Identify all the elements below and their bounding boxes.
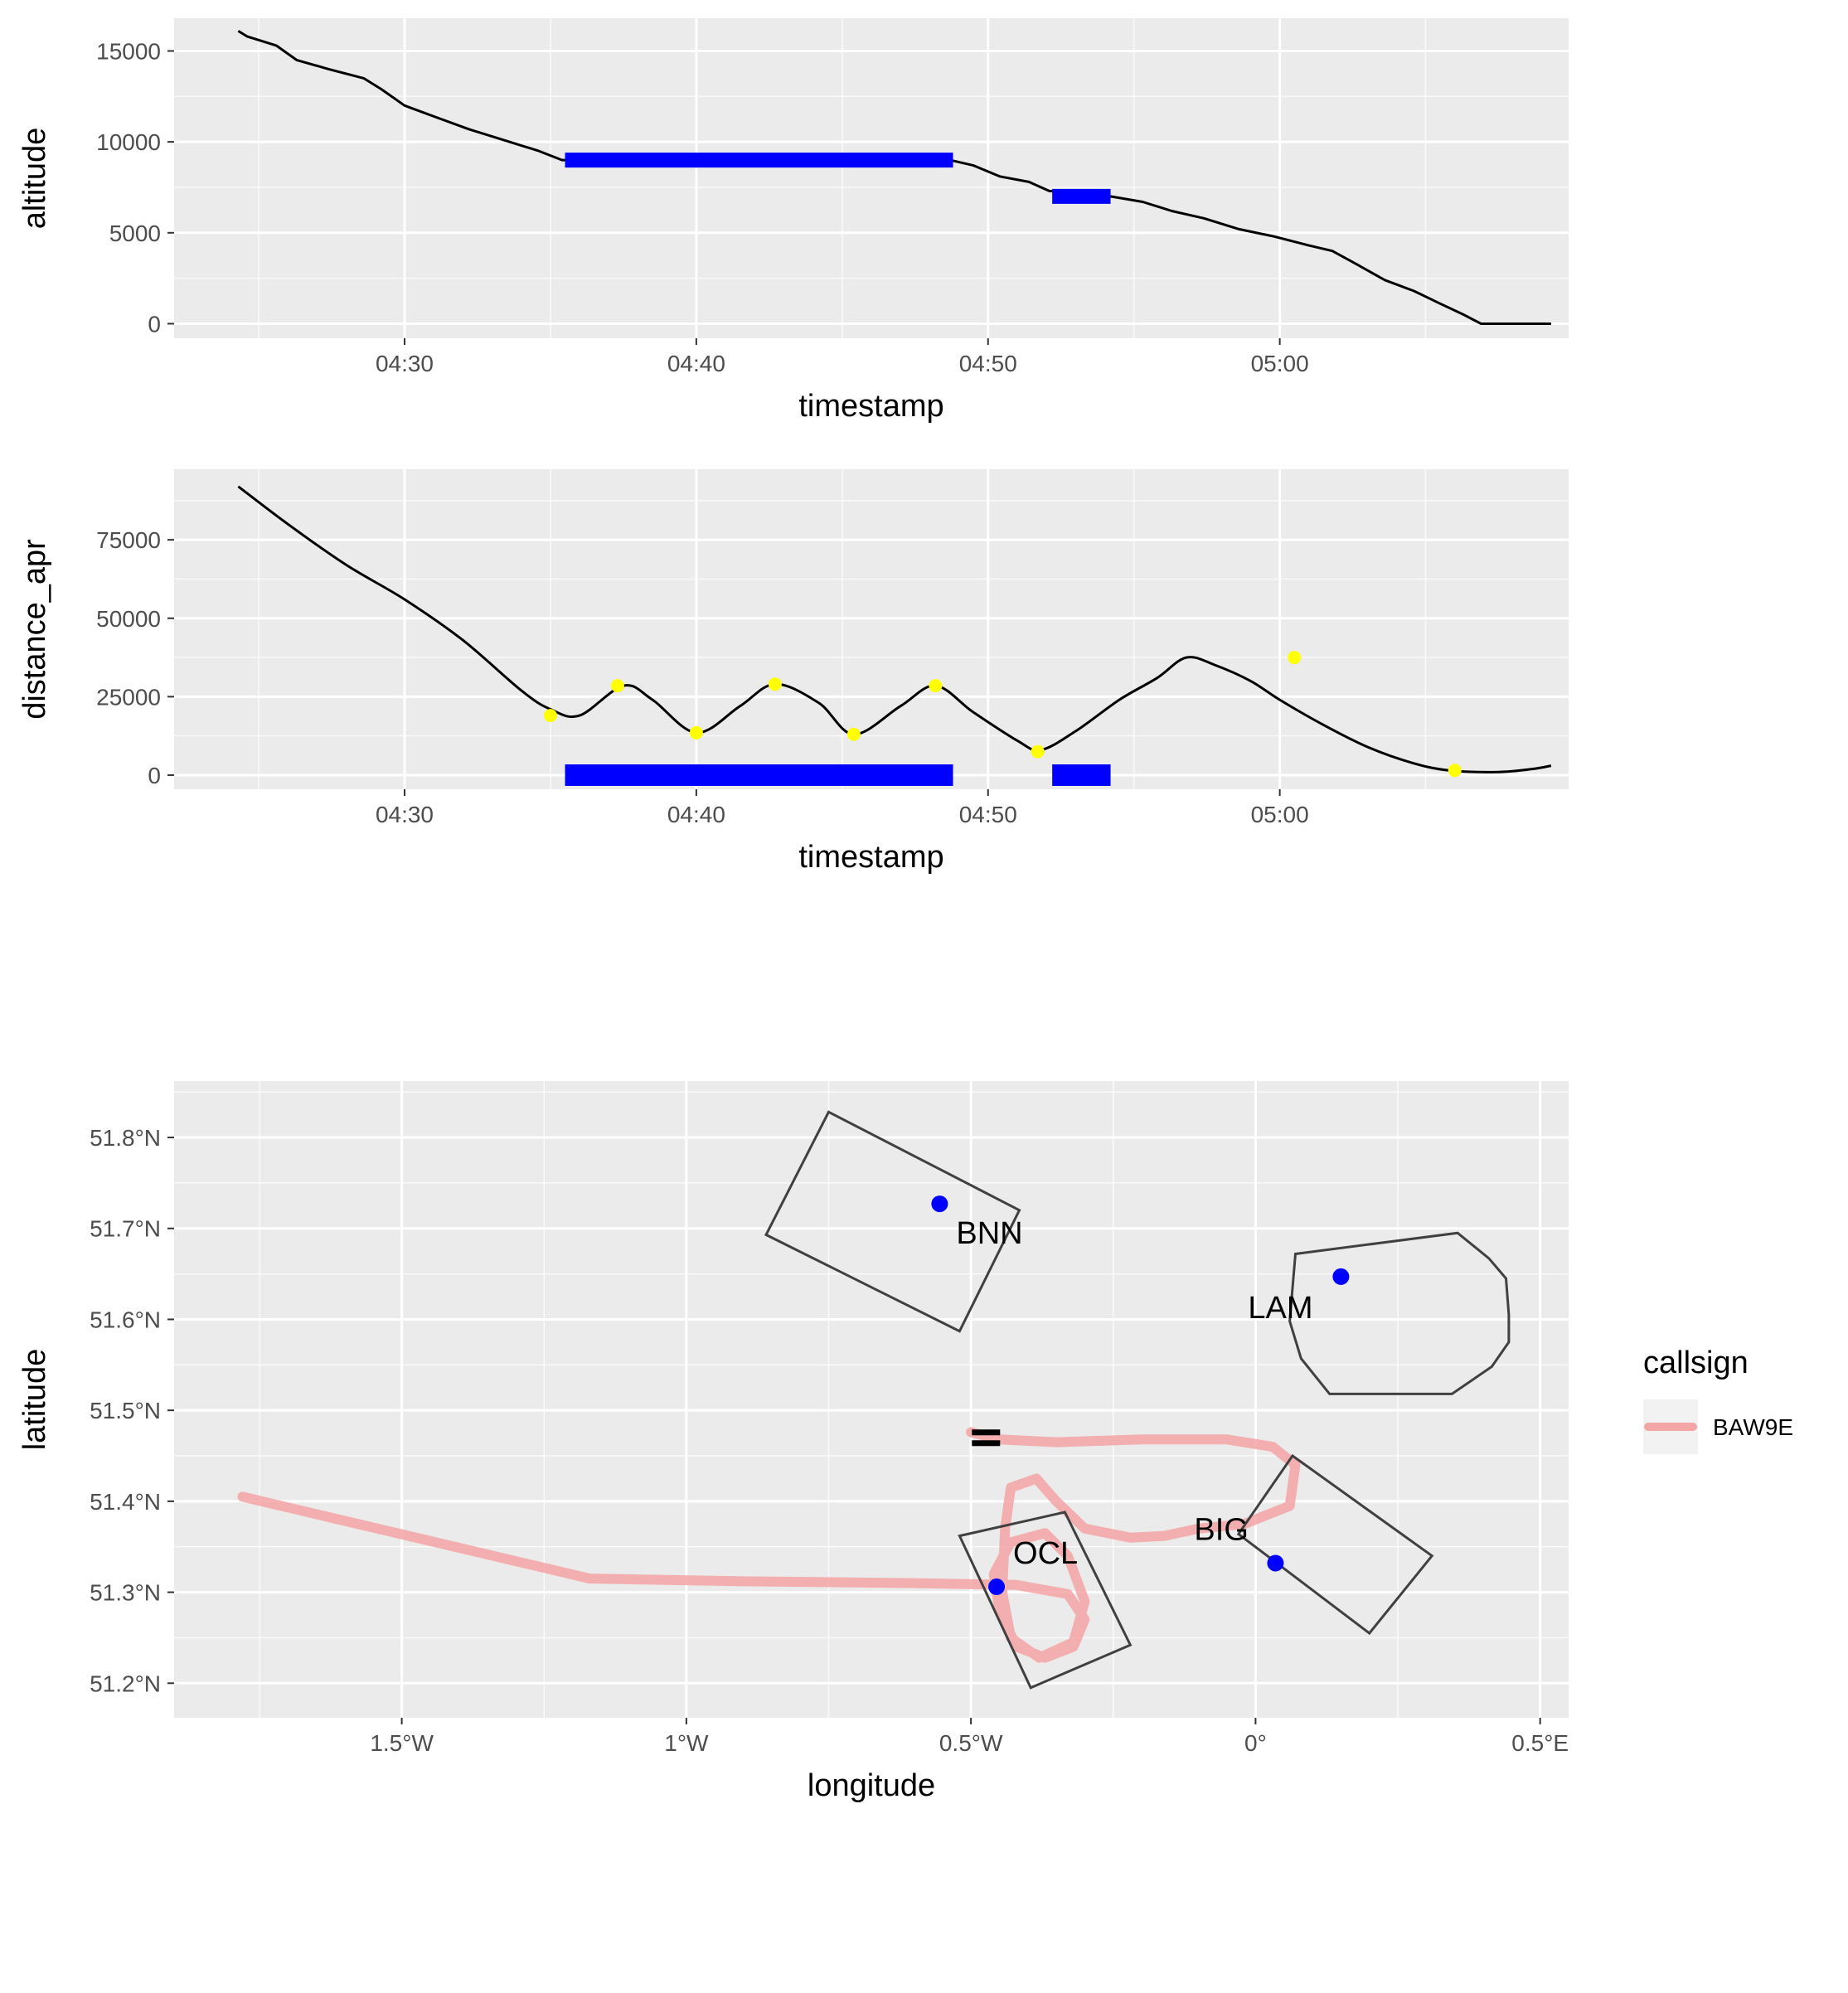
y-tick-label: 5000 (109, 221, 161, 246)
legend: callsign BAW9E (1643, 1346, 1793, 1454)
y-tick-label: 25000 (96, 684, 161, 710)
x-axis-title: longitude (808, 1768, 935, 1803)
x-axis-title: timestamp (798, 840, 943, 875)
turn-point (1448, 764, 1462, 778)
altitude-line (237, 30, 1551, 325)
panel-background (174, 18, 1569, 338)
y-tick-label: 50000 (96, 606, 161, 632)
x-tick-label: 04:50 (959, 802, 1017, 827)
flight-track (237, 1427, 1301, 1663)
turn-point (768, 677, 782, 691)
y-tick-label: 51.2°N (90, 1671, 161, 1696)
panel-content (237, 485, 1552, 786)
waypoint-label: BNN (956, 1216, 1022, 1251)
x-tick-label: 04:30 (376, 802, 434, 827)
y-tick-label: 15000 (96, 38, 161, 64)
x-tick-label: 1°W (664, 1730, 709, 1756)
panel-2: 04:30 04:40 04:50 05:00 0 25000 50000 75000 time… (17, 469, 1569, 875)
x-tick-label: 04:30 (376, 351, 434, 376)
x-tick-label: 0.5°W (939, 1730, 1003, 1756)
y-tick-label: 10000 (96, 129, 161, 155)
waypoint-label: BIG (1194, 1512, 1248, 1547)
waypoint-bnn-dot (931, 1195, 948, 1213)
panel-content (237, 30, 1551, 325)
panel-3: 1.5°W 1°W 0.5°W 0° 0.5°E 51.2°N 51.3°N 51.4°N 51… (17, 1081, 1569, 1803)
panel-background (174, 1081, 1569, 1718)
waypoint-big-dot (1267, 1554, 1284, 1572)
y-tick-label: 51.6°N (90, 1307, 161, 1332)
legend-entry-label: BAW9E (1713, 1414, 1793, 1440)
x-tick-label: 05:00 (1251, 351, 1309, 376)
waypoint-label: OCL (1013, 1536, 1078, 1571)
y-tick-label: 51.8°N (90, 1125, 161, 1151)
waypoint-lam-dot (1332, 1268, 1350, 1285)
holding-area-outline (958, 1511, 1133, 1690)
x-tick-label: 1.5°W (370, 1730, 434, 1756)
y-axis-title: altitude (17, 128, 52, 230)
y-axis-title: distance_apr (17, 539, 52, 720)
y-axis-title: latitude (17, 1349, 52, 1451)
y-tick-label: 0 (148, 311, 161, 337)
y-tick-label: 51.5°N (90, 1398, 161, 1423)
panel-1: 04:30 04:40 04:50 05:00 0 5000 10000 15000 times… (17, 18, 1569, 424)
holding-area-outline (1236, 1453, 1434, 1636)
panel-background (174, 469, 1569, 789)
waypoint-ocl-dot (988, 1578, 1006, 1596)
turn-point (1031, 744, 1045, 759)
holding-area-outline (764, 1110, 1021, 1333)
turn-point (610, 679, 624, 693)
runway-marker (972, 1429, 1001, 1436)
waypoint-label: LAM (1248, 1291, 1312, 1326)
turn-point (1288, 651, 1302, 665)
x-axis-title: timestamp (798, 389, 943, 424)
y-tick-label: 0 (148, 763, 161, 788)
turn-point (846, 727, 861, 741)
turn-point (689, 725, 703, 739)
y-tick-label: 51.4°N (90, 1489, 161, 1515)
turn-point (929, 679, 943, 693)
x-tick-label: 05:00 (1251, 802, 1309, 827)
x-tick-label: 0° (1244, 1730, 1267, 1756)
runway-marker (972, 1440, 1001, 1447)
x-tick-label: 04:40 (667, 802, 725, 827)
x-tick-label: 04:40 (667, 351, 725, 376)
y-tick-label: 75000 (96, 527, 161, 553)
y-tick-label: 51.7°N (90, 1216, 161, 1242)
turn-point (543, 709, 557, 723)
x-tick-label: 04:50 (959, 351, 1017, 376)
x-tick-label: 0.5°E (1511, 1730, 1569, 1756)
legend-title: callsign (1643, 1346, 1749, 1380)
panel-content: BNN LAM BIG OCL (237, 1110, 1511, 1690)
holding-area-outline (1288, 1231, 1511, 1395)
y-tick-label: 51.3°N (90, 1580, 161, 1606)
